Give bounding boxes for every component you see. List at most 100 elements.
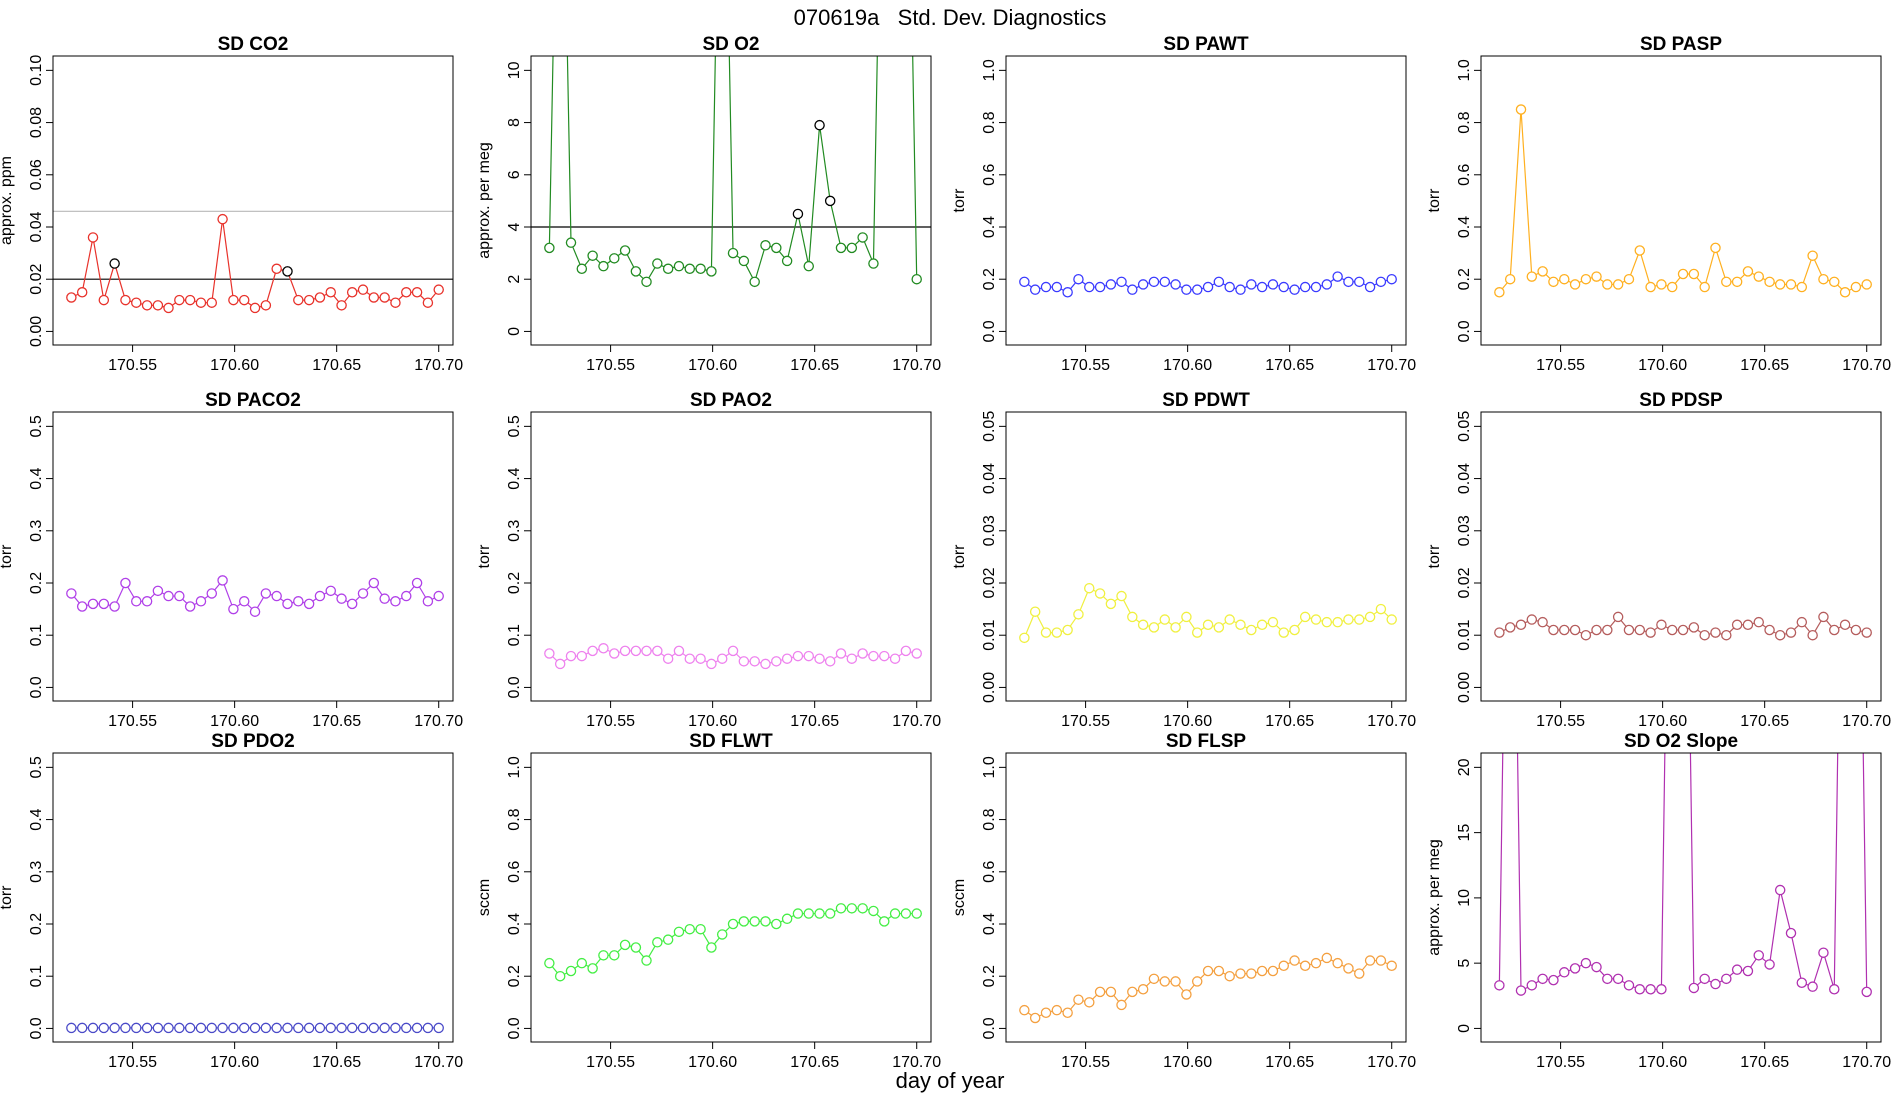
data-point: [249, 606, 261, 617]
y-tick-label: 0.0: [506, 1017, 523, 1039]
data-point: [1840, 241, 1849, 250]
data-point: [1612, 973, 1624, 985]
data-point: [1602, 624, 1613, 636]
data-point: [1375, 276, 1387, 288]
data-point: [433, 1022, 444, 1034]
data-point: [1742, 619, 1754, 631]
data-point: [1818, 273, 1829, 285]
data-point: [1580, 273, 1592, 285]
x-tick-label: 170.60: [688, 713, 737, 730]
data-point: [1710, 627, 1721, 638]
y-tick-label: 0.04: [28, 211, 45, 242]
data-point: [587, 963, 598, 974]
data-point: [1235, 968, 1246, 979]
data-point: [1310, 957, 1322, 969]
data-point: [716, 929, 728, 940]
data-point: [609, 950, 620, 961]
data-point: [749, 276, 760, 288]
x-tick-label: 170.60: [1638, 357, 1687, 374]
data-point: [1386, 960, 1397, 972]
data-point: [206, 588, 218, 599]
data-point: [1246, 968, 1257, 979]
x-tick-label: 170.70: [1367, 1054, 1416, 1071]
data-point: [1159, 276, 1171, 288]
panel-frame: [1480, 55, 1882, 346]
data-point: [652, 258, 663, 269]
data-point: [120, 1022, 131, 1034]
data-point: [576, 650, 588, 662]
data-point: [98, 1022, 110, 1034]
data-point: [422, 1022, 434, 1034]
data-point: [357, 588, 369, 599]
data-line: [1498, 109, 1867, 293]
data-point: [1127, 611, 1138, 623]
data-point: [630, 266, 642, 277]
data-point: [1515, 104, 1527, 115]
data-point: [576, 957, 588, 969]
data-point: [738, 916, 750, 927]
y-tick-label: 0.04: [1456, 463, 1473, 494]
plot-area: [544, 643, 922, 670]
data-point: [1062, 287, 1073, 298]
x-tick-label: 170.55: [1061, 713, 1110, 730]
data-point: [238, 596, 250, 607]
y-tick-label: 0.03: [1456, 515, 1473, 546]
data-point: [1246, 624, 1257, 636]
data-point: [174, 590, 185, 602]
data-point: [1051, 1004, 1063, 1016]
data-point: [346, 287, 358, 298]
x-tick-label: 170.65: [312, 713, 361, 730]
y-tick-label: 0.2: [28, 572, 45, 594]
data-point: [1764, 959, 1775, 970]
data-point: [662, 653, 674, 664]
x-tick-label: 170.55: [1061, 1054, 1110, 1071]
data-point: [1170, 976, 1181, 987]
data-point: [1299, 960, 1311, 972]
data-point: [184, 601, 196, 612]
data-point: [609, 648, 620, 659]
data-point: [1548, 276, 1559, 288]
data-point: [282, 598, 293, 610]
data-point: [1710, 242, 1721, 254]
data-point: [1148, 973, 1160, 985]
x-tick-label: 170.55: [108, 357, 157, 374]
data-point: [1127, 986, 1138, 998]
data-point: [760, 658, 771, 670]
data-point: [598, 643, 609, 654]
data-point: [1774, 279, 1786, 290]
data-point: [195, 1022, 207, 1034]
y-axis-label: torr: [951, 188, 968, 213]
data-point: [619, 245, 631, 256]
data-point: [1159, 976, 1171, 987]
y-tick-label: 0.2: [981, 268, 998, 290]
data-point: [760, 240, 771, 251]
data-point: [357, 284, 369, 295]
data-point: [87, 598, 99, 610]
data-point: [163, 302, 174, 314]
plot-area: [53, 210, 453, 314]
data-point: [868, 258, 879, 269]
data-point: [662, 263, 674, 275]
data-point: [1796, 977, 1808, 988]
data-point: [1645, 984, 1656, 995]
data-point: [1721, 629, 1732, 641]
data-point: [1591, 624, 1602, 636]
data-point: [109, 601, 120, 612]
data-point: [565, 965, 577, 977]
data-point: [1040, 627, 1052, 638]
data-point: [641, 276, 652, 288]
x-tick-label: 170.55: [586, 1054, 635, 1071]
panel-frame: [52, 55, 454, 346]
data-point: [1537, 616, 1548, 628]
data-point: [1861, 986, 1872, 998]
x-tick-label: 170.55: [1536, 357, 1585, 374]
x-tick-label: 170.60: [1638, 1054, 1687, 1071]
y-tick-label: 0.4: [506, 467, 523, 489]
data-point: [120, 577, 131, 589]
data-point: [1569, 279, 1581, 290]
data-point: [1721, 973, 1732, 985]
plot-area: [1019, 952, 1397, 1024]
data-point: [1127, 284, 1138, 295]
data-point: [1602, 973, 1613, 985]
